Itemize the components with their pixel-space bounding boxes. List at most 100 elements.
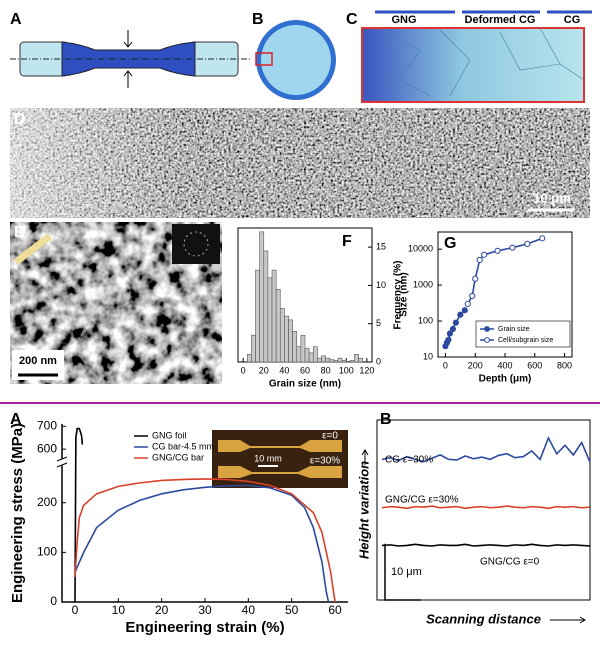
- series-label: GNG/CG ε=30%: [385, 495, 459, 506]
- bar: [341, 360, 347, 363]
- panel-label: F: [342, 233, 352, 250]
- x-axis-label: Grain size (nm): [269, 379, 341, 390]
- bar: [321, 355, 326, 363]
- panel-label: G: [444, 235, 456, 252]
- axis-break: [56, 456, 68, 468]
- y-tick-label: 100: [37, 545, 57, 559]
- point: [469, 292, 476, 300]
- x-tick-label: 80: [321, 365, 331, 375]
- bar: [296, 346, 302, 363]
- point: [539, 235, 546, 242]
- legend-label: GNG foil: [152, 430, 187, 440]
- scale-label: 10 μm: [533, 190, 571, 205]
- cross-section: [255, 20, 336, 100]
- point: [457, 311, 464, 318]
- x-tick-label: 40: [279, 365, 289, 375]
- panel-label: A: [10, 411, 22, 428]
- point: [524, 240, 531, 247]
- bar: [263, 250, 269, 363]
- y-axis-label: Engineering stress (MPa): [9, 423, 26, 603]
- point: [481, 251, 488, 258]
- x-tick-label: 600: [527, 360, 542, 370]
- x-tick-label: 800: [557, 360, 572, 370]
- y-tick-label: 10: [376, 280, 386, 290]
- series-line: [467, 237, 543, 305]
- inset-photo: [212, 430, 348, 488]
- x-tick-label: 100: [339, 365, 354, 375]
- bar: [333, 360, 339, 363]
- inset-label: 10 mm: [254, 453, 282, 463]
- legend-marker: [484, 337, 490, 343]
- legend-label: CG bar-4.5 mm: [152, 441, 214, 451]
- x-tick-label: 60: [328, 603, 342, 617]
- series-line: [74, 478, 336, 603]
- micrograph-d: [10, 108, 590, 218]
- x-tick-label: 10: [112, 603, 126, 617]
- y-tick-label: 5: [376, 318, 381, 328]
- x-axis-label: Scanning distance: [426, 611, 541, 626]
- y-tick-label: 100: [418, 315, 433, 325]
- sample-sketch: [10, 30, 250, 88]
- bar: [292, 331, 298, 363]
- series-line: [381, 505, 591, 510]
- bar: [354, 354, 359, 363]
- micrograph-e: [10, 222, 222, 384]
- x-tick-label: 30: [198, 603, 212, 617]
- series-label: CG ε=30%: [385, 455, 433, 466]
- zone-label: CG: [564, 14, 581, 26]
- point: [464, 300, 471, 307]
- bar: [251, 334, 256, 363]
- x-tick-label: 0: [443, 360, 448, 370]
- gradient-schematic: [361, 10, 592, 103]
- bar: [246, 354, 252, 363]
- x-axis-label: Engineering strain (%): [125, 619, 284, 636]
- point: [445, 336, 452, 343]
- y-tick-label: 700: [37, 418, 57, 432]
- series-line: [381, 543, 591, 547]
- axis-arrow: [361, 449, 586, 624]
- scale-bar: [384, 543, 421, 601]
- x-tick-label: 120: [359, 365, 374, 375]
- inset-label: ε=0: [322, 431, 338, 442]
- legend-label: Cell/subgrain size: [498, 337, 553, 344]
- bar: [312, 346, 318, 363]
- y-tick-label: 200: [37, 495, 57, 509]
- series-line: [381, 436, 591, 463]
- x-tick-label: 0: [241, 365, 246, 375]
- panel-label: B: [252, 11, 264, 28]
- bar: [325, 357, 331, 363]
- y-tick-label: 1000: [413, 279, 433, 289]
- bar: [304, 347, 310, 363]
- x-tick-label: 400: [497, 360, 512, 370]
- point: [476, 256, 483, 264]
- point: [472, 275, 479, 282]
- bar: [279, 308, 285, 363]
- y-axis-label: Frequency (%): [393, 261, 404, 330]
- y-axis-label: Size (nm): [399, 272, 410, 316]
- bar: [337, 357, 343, 363]
- legend-marker: [484, 326, 490, 332]
- series-line: [74, 427, 84, 603]
- bar: [255, 269, 260, 363]
- x-tick-label: 50: [285, 603, 299, 617]
- y-tick-label: 0: [376, 356, 381, 366]
- bar: [358, 357, 364, 363]
- bar: [271, 269, 277, 363]
- bar: [308, 352, 314, 363]
- panel-label: C: [346, 11, 358, 28]
- bar: [317, 357, 322, 363]
- bar: [284, 315, 289, 363]
- legend-label: GNG/CG bar: [152, 452, 204, 462]
- bar: [345, 360, 351, 363]
- x-tick-label: 200: [468, 360, 483, 370]
- legend-label: Grain size: [498, 326, 530, 333]
- point: [461, 307, 468, 314]
- x-tick-label: 20: [155, 603, 169, 617]
- x-tick-label: 0: [72, 603, 79, 617]
- y-tick-label: 10000: [408, 244, 433, 254]
- y-axis-label: Height variation: [356, 461, 371, 559]
- x-tick-label: 60: [300, 365, 310, 375]
- y-tick-label: 600: [37, 441, 57, 455]
- zone-label: GNG: [391, 14, 416, 26]
